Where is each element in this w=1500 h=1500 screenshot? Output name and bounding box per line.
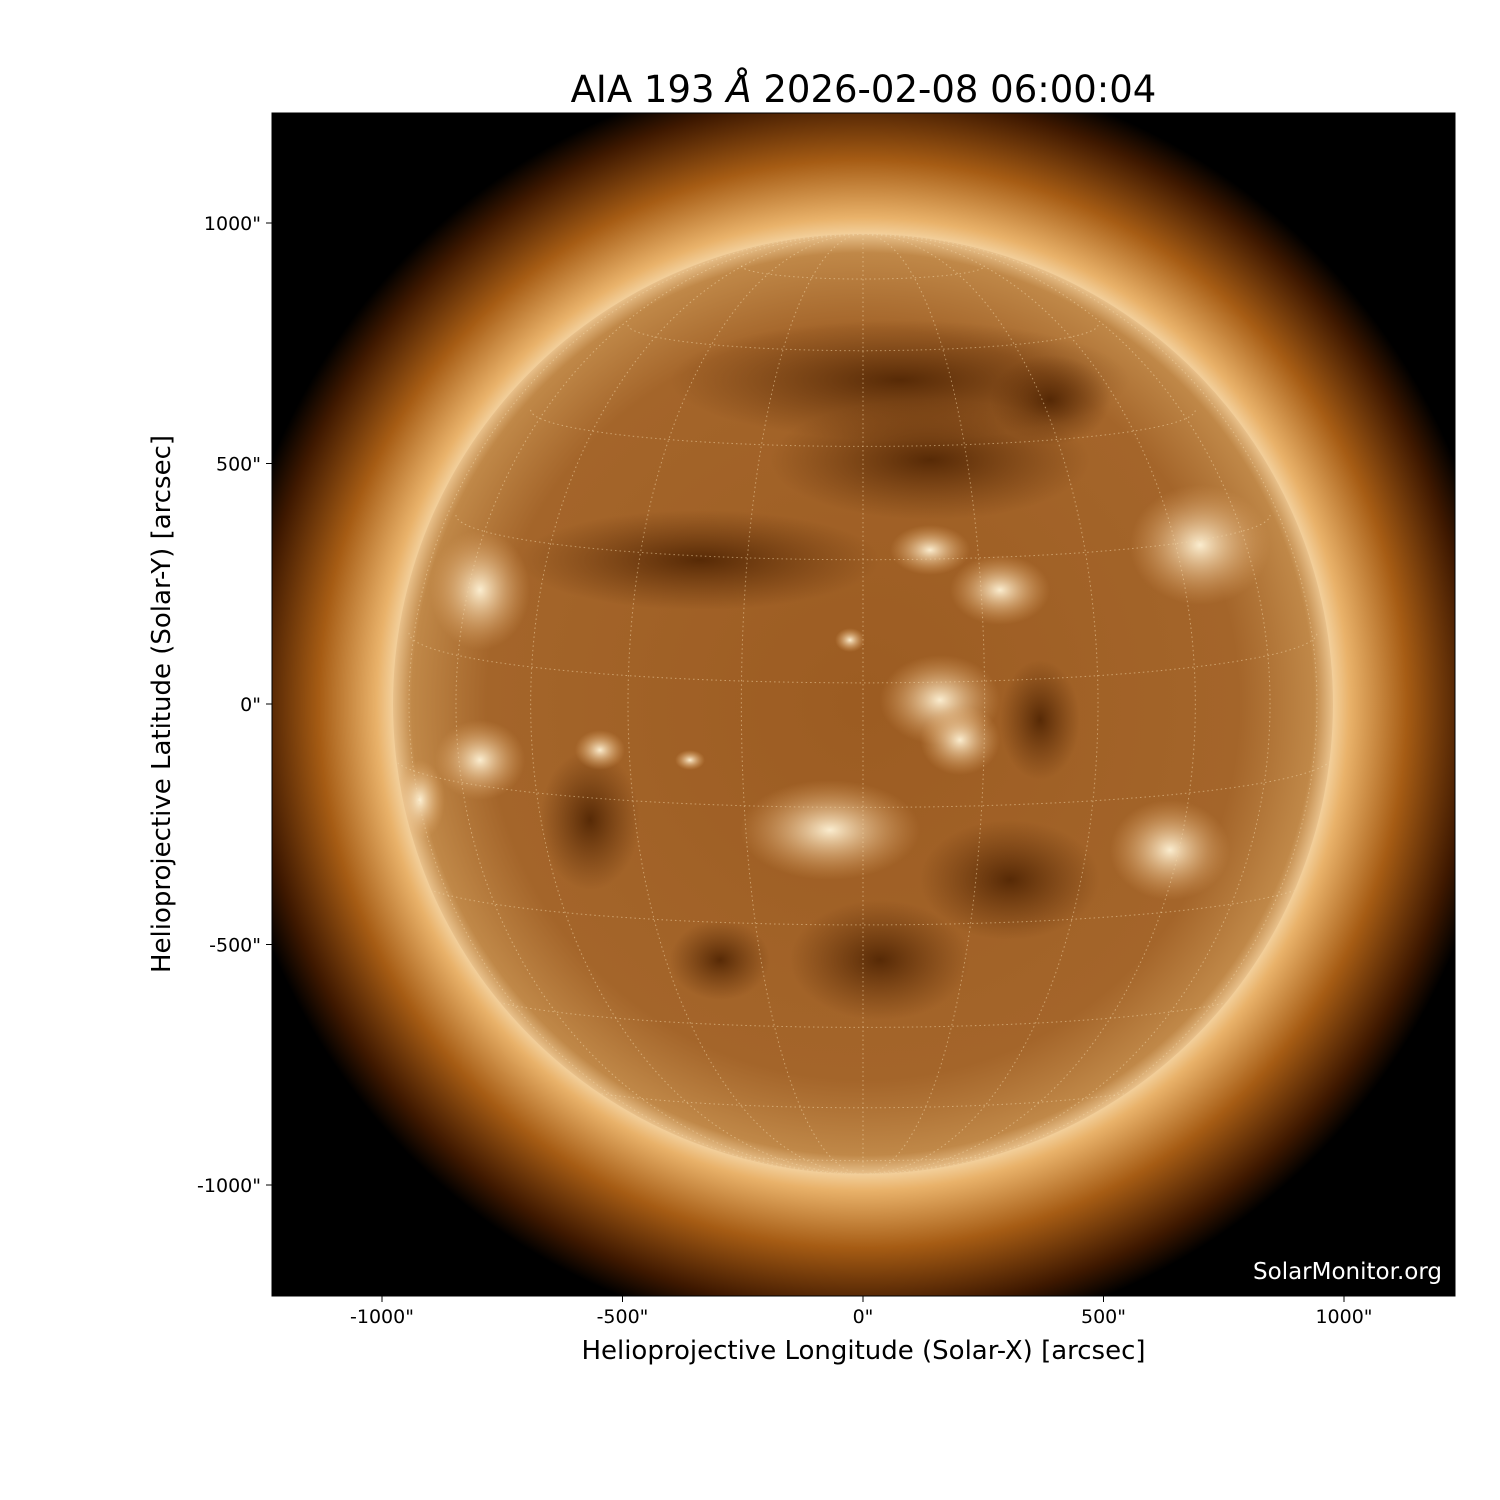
y-axis-label: Helioprojective Latitude (Solar-Y) [arcs… bbox=[147, 434, 177, 974]
longitude-line bbox=[455, 234, 864, 1174]
longitude-line bbox=[862, 234, 1196, 1174]
title-datetime: 2026-02-08 06:00:04 bbox=[751, 68, 1157, 111]
active-region bbox=[435, 720, 525, 800]
x-tick-label: 0" bbox=[853, 1306, 874, 1328]
y-tick-label: -500" bbox=[209, 935, 261, 957]
latitude-line bbox=[455, 514, 1271, 561]
coronal-hole bbox=[770, 400, 1090, 520]
solar-disk bbox=[393, 234, 1333, 1174]
longitude-line bbox=[862, 234, 1099, 1174]
y-tick-label: 1000" bbox=[204, 213, 261, 235]
y-tick-label: 500" bbox=[216, 454, 261, 476]
latitude-line bbox=[530, 1071, 1196, 1109]
active-region bbox=[675, 750, 705, 770]
active-region bbox=[1130, 485, 1270, 605]
title-instrument: AIA 193 bbox=[570, 68, 727, 111]
active-region bbox=[950, 555, 1050, 625]
x-ticks: -1000" -500" 0" 500" 1000" bbox=[350, 1296, 1373, 1328]
active-region bbox=[740, 780, 920, 880]
x-tick-label: 500" bbox=[1081, 1306, 1126, 1328]
active-region bbox=[1110, 800, 1230, 900]
latitude-line bbox=[530, 409, 1196, 447]
active-region bbox=[920, 705, 1000, 775]
heliographic-grid bbox=[393, 234, 1333, 1174]
coronal-hole bbox=[540, 750, 640, 890]
longitude-line bbox=[862, 234, 1271, 1174]
y-tick-label: -1000" bbox=[197, 1175, 261, 1197]
solar-features bbox=[395, 320, 1270, 1020]
active-region bbox=[575, 730, 625, 770]
plot-title: AIA 193 Å 2026-02-08 06:00:04 bbox=[272, 68, 1455, 111]
active-region bbox=[835, 628, 865, 652]
y-ticks: 1000" 500" 0" -500" -1000" bbox=[197, 213, 272, 1197]
longitude-line bbox=[740, 234, 864, 1174]
active-region bbox=[890, 525, 970, 575]
x-axis-label: Helioprojective Longitude (Solar-X) [arc… bbox=[581, 1336, 1146, 1366]
latitude-line bbox=[627, 1134, 1099, 1162]
longitude-line bbox=[627, 234, 864, 1174]
coronal-hole bbox=[920, 820, 1100, 940]
active-region bbox=[430, 530, 530, 650]
longitude-line bbox=[862, 234, 1318, 1174]
y-tick-label: 0" bbox=[240, 694, 261, 716]
coronal-hole bbox=[1000, 660, 1080, 780]
x-tick-label: -1000" bbox=[350, 1306, 414, 1328]
coronal-hole bbox=[670, 920, 770, 1000]
longitude-line bbox=[530, 234, 864, 1174]
coronal-hole bbox=[520, 510, 880, 610]
longitude-line bbox=[862, 234, 986, 1174]
x-tick-label: 1000" bbox=[1315, 1306, 1372, 1328]
watermark: SolarMonitor.org bbox=[1253, 1259, 1442, 1285]
latitude-line bbox=[455, 982, 1271, 1028]
title-unit: Å bbox=[726, 68, 752, 111]
x-tick-label: -500" bbox=[597, 1306, 649, 1328]
longitude-line bbox=[408, 234, 864, 1174]
coronal-hole bbox=[790, 900, 970, 1020]
latitude-line bbox=[627, 324, 1099, 352]
